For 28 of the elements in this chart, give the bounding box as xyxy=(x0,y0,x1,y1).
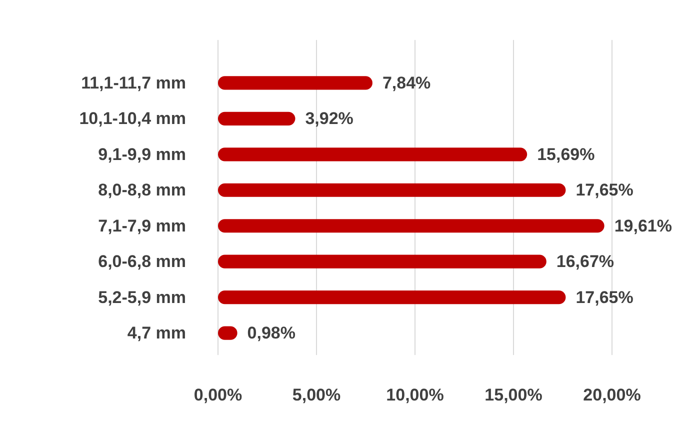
data-label: 7,84% xyxy=(382,73,431,92)
y-tick-label: 11,1-11,7 mm xyxy=(81,73,186,92)
y-tick-label: 7,1-7,9 mm xyxy=(98,216,186,236)
bar xyxy=(218,183,566,197)
data-label: 19,61% xyxy=(614,216,672,236)
x-tick-label: 5,00% xyxy=(292,386,341,404)
bar xyxy=(218,112,296,126)
data-label: 3,92% xyxy=(305,109,354,128)
data-label: 0,98% xyxy=(247,324,296,343)
y-tick-label: 9,1-9,9 mm xyxy=(98,144,186,164)
y-tick-label: 6,0-6,8 mm xyxy=(98,252,186,272)
data-label: 15,69% xyxy=(537,144,595,164)
data-label: 16,67% xyxy=(556,252,614,272)
bar xyxy=(218,219,604,233)
bar xyxy=(218,148,528,162)
y-tick-label: 5,2-5,9 mm xyxy=(98,288,186,307)
data-label: 17,65% xyxy=(576,180,634,200)
bar xyxy=(218,290,566,304)
y-tick-label: 4,7 mm xyxy=(127,324,186,343)
data-label: 17,65% xyxy=(576,288,634,307)
x-tick-label: 15,00% xyxy=(484,386,542,404)
bar xyxy=(218,76,372,90)
y-tick-label: 8,0-8,8 mm xyxy=(98,180,186,200)
y-tick-label: 10,1-10,4 mm xyxy=(79,109,186,128)
x-tick-label: 0,00% xyxy=(194,386,242,404)
x-tick-label: 20,00% xyxy=(583,386,641,404)
bar xyxy=(218,254,546,268)
x-tick-label: 10,00% xyxy=(386,386,444,404)
